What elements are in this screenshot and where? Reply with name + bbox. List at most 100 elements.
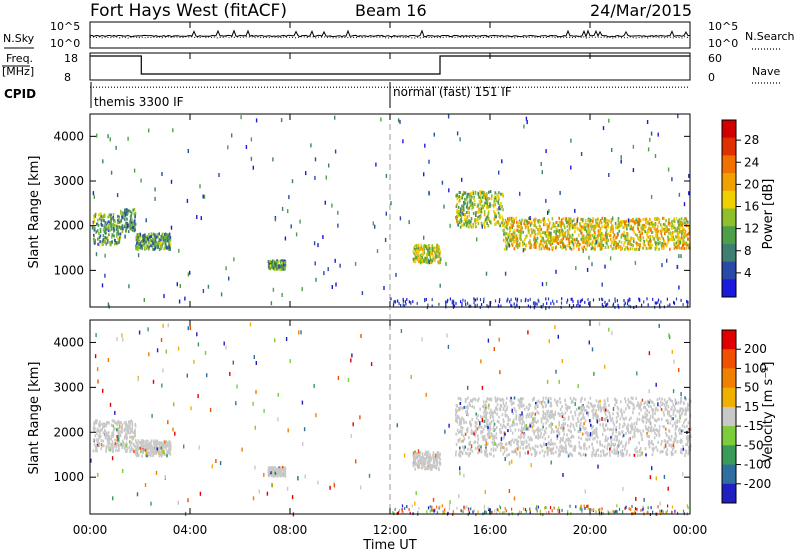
data-cell — [647, 220, 649, 224]
scatter-point — [227, 145, 229, 150]
data-cell — [547, 236, 550, 239]
data-cell — [428, 244, 431, 248]
data-cell — [504, 413, 507, 417]
data-cell — [592, 416, 595, 420]
data-cell — [457, 205, 460, 209]
data-cell — [590, 247, 593, 251]
data-cell — [521, 422, 523, 426]
data-cell — [673, 437, 676, 441]
data-cell — [520, 442, 523, 446]
data-cell — [509, 228, 512, 232]
data-cell — [674, 226, 677, 230]
scatter-point — [661, 263, 663, 268]
scatter-point — [116, 193, 119, 198]
ground-scatter-point — [587, 298, 589, 302]
data-cell — [537, 429, 540, 433]
data-cell — [659, 223, 662, 227]
data-cell — [579, 452, 581, 456]
data-cell — [117, 227, 119, 231]
data-cell — [571, 434, 573, 438]
data-cell — [164, 440, 166, 444]
data-cell — [527, 426, 530, 430]
data-cell — [625, 407, 627, 411]
data-cell — [515, 410, 517, 414]
ground-scatter-point — [392, 303, 395, 307]
data-cell — [135, 235, 138, 239]
scatter-point — [545, 198, 547, 203]
ground-scatter-point — [460, 300, 462, 304]
data-cell — [480, 221, 483, 225]
data-cell — [584, 408, 586, 412]
data-cell — [482, 427, 485, 431]
data-cell — [93, 226, 96, 230]
scatter-point — [200, 216, 202, 221]
data-cell — [534, 416, 536, 420]
data-cell — [549, 243, 552, 247]
data-cell — [579, 229, 581, 233]
data-cell — [594, 242, 596, 246]
data-cell — [493, 442, 495, 445]
data-cell — [660, 408, 663, 411]
data-cell — [488, 433, 490, 437]
data-cell — [129, 435, 131, 439]
data-cell — [95, 230, 97, 234]
data-cell — [610, 428, 612, 432]
data-cell — [603, 428, 605, 432]
data-cell — [546, 410, 548, 414]
cpid-mode-1: themis 3300 IF — [94, 95, 184, 109]
data-cell — [119, 421, 121, 424]
scatter-point — [107, 302, 110, 307]
data-cell — [602, 233, 604, 237]
data-cell — [107, 215, 109, 219]
data-cell — [607, 437, 609, 440]
data-cell — [529, 404, 532, 408]
data-cell — [647, 418, 649, 422]
data-cell — [459, 437, 461, 441]
data-cell — [125, 229, 127, 233]
data-cell — [545, 230, 548, 234]
data-cell — [635, 218, 638, 222]
data-cell — [534, 242, 536, 246]
data-cell — [280, 265, 283, 269]
data-cell — [648, 426, 650, 430]
data-cell — [610, 440, 613, 444]
ground-scatter-point — [638, 298, 641, 302]
data-cell — [153, 442, 155, 446]
data-cell — [455, 194, 457, 198]
data-cell — [484, 424, 486, 428]
data-cell — [569, 246, 571, 250]
data-cell — [529, 424, 531, 428]
scatter-point — [314, 175, 316, 180]
data-cell — [506, 241, 509, 245]
data-cell — [534, 221, 536, 225]
data-cell — [676, 440, 679, 444]
data-cell — [653, 237, 656, 240]
scatter-point — [127, 224, 129, 229]
data-cell — [504, 240, 507, 244]
data-cell — [467, 447, 469, 451]
data-cell — [469, 192, 472, 196]
data-cell — [632, 244, 634, 248]
data-cell — [93, 216, 95, 220]
data-cell — [539, 434, 542, 438]
data-cell — [478, 195, 481, 199]
data-cell — [98, 232, 100, 235]
data-cell — [494, 222, 496, 226]
data-cell — [648, 244, 651, 248]
data-cell — [598, 244, 601, 247]
data-cell — [560, 444, 562, 448]
data-cell — [141, 454, 143, 458]
data-cell — [432, 456, 435, 459]
data-cell — [501, 413, 504, 417]
ground-scatter-point — [529, 297, 531, 301]
data-cell — [282, 468, 285, 472]
data-cell — [687, 450, 690, 454]
data-cell — [466, 195, 468, 199]
data-cell — [510, 216, 513, 220]
data-cell — [636, 234, 638, 237]
data-cell — [548, 241, 551, 245]
data-cell — [102, 234, 105, 238]
data-cell — [595, 451, 598, 455]
data-cell — [580, 231, 582, 235]
scatter-point — [632, 168, 635, 173]
